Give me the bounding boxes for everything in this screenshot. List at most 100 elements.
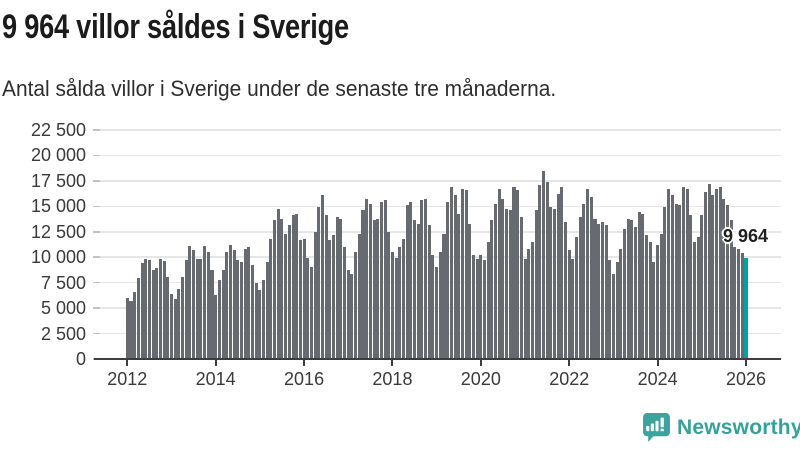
y-axis-tick — [93, 154, 100, 157]
y-axis-label: 0 — [75, 349, 86, 369]
y-axis-label: 7 500 — [40, 272, 86, 293]
bar — [184, 259, 188, 359]
bar — [387, 231, 391, 359]
bar — [254, 283, 258, 359]
bar — [195, 258, 199, 359]
bar — [715, 189, 719, 359]
bar — [564, 222, 568, 359]
bar — [177, 289, 181, 359]
bar — [232, 250, 236, 359]
bar — [490, 220, 494, 359]
bar — [552, 208, 557, 359]
bar — [622, 228, 626, 359]
bar — [685, 188, 689, 359]
bar — [516, 190, 520, 359]
bar — [169, 294, 174, 359]
bar — [645, 235, 649, 359]
bar — [479, 255, 483, 359]
bar — [681, 187, 685, 359]
bar — [667, 188, 671, 359]
gridline — [94, 256, 781, 258]
bar — [155, 267, 159, 359]
bar — [670, 195, 674, 359]
y-axis-label: 22 500 — [30, 120, 86, 140]
bar — [446, 202, 450, 359]
bar — [284, 233, 288, 359]
bar — [166, 276, 170, 359]
bar — [571, 258, 575, 359]
bar — [530, 241, 534, 359]
bar — [611, 273, 615, 359]
bar — [409, 202, 413, 359]
bar — [339, 218, 343, 359]
bar — [597, 223, 601, 359]
bar — [420, 199, 424, 359]
bar — [368, 203, 372, 359]
bar — [236, 260, 240, 359]
bar — [346, 270, 350, 359]
bar — [273, 220, 277, 359]
bar — [659, 233, 663, 359]
bar — [707, 183, 711, 359]
bar — [313, 231, 317, 359]
bar — [302, 238, 306, 359]
bar — [306, 258, 310, 359]
bar — [501, 198, 505, 359]
latest-value-annotation: 9 964 — [722, 226, 768, 246]
bar — [656, 245, 660, 359]
bar — [641, 213, 645, 359]
bar — [700, 215, 704, 359]
x-axis-tick — [391, 360, 394, 366]
bar — [181, 276, 185, 359]
bar — [512, 187, 516, 359]
gridline — [94, 205, 781, 208]
bar — [228, 245, 232, 359]
bar — [295, 213, 299, 359]
y-axis-tick — [93, 332, 100, 335]
bar — [210, 269, 214, 359]
x-axis-tick — [126, 360, 129, 366]
bar — [262, 280, 266, 359]
bar — [383, 200, 387, 359]
bar — [309, 266, 313, 359]
x-axis-tick — [479, 360, 482, 366]
bar — [740, 253, 744, 359]
y-axis-tick — [93, 281, 100, 284]
bar — [589, 197, 593, 359]
bar — [549, 207, 553, 359]
bar — [269, 238, 273, 359]
gridline — [94, 154, 781, 157]
y-axis-label: 12 500 — [30, 221, 86, 242]
bar — [648, 241, 652, 359]
y-axis-label: 17 500 — [30, 170, 86, 191]
bar — [460, 188, 464, 359]
bar — [379, 202, 383, 359]
bar — [652, 261, 656, 359]
y-axis-label: 2 500 — [40, 323, 86, 344]
bar — [265, 261, 269, 359]
bar — [578, 217, 582, 359]
bar — [173, 299, 177, 359]
bar — [243, 248, 247, 359]
bar — [604, 225, 608, 359]
x-axis-tick — [656, 360, 659, 366]
bar — [317, 207, 321, 359]
bar — [593, 218, 597, 359]
bar — [361, 210, 365, 359]
bar — [508, 210, 512, 359]
x-axis-tick — [568, 360, 571, 366]
bar — [722, 198, 726, 359]
bar — [449, 187, 453, 359]
chart-subtitle: Antal sålda villor i Sverige under de se… — [2, 76, 557, 101]
bar — [733, 246, 737, 359]
bar — [225, 251, 229, 359]
x-axis-label: 2026 — [725, 369, 766, 389]
bar — [457, 213, 461, 359]
x-axis-label: 2022 — [549, 369, 590, 389]
bar — [192, 250, 196, 359]
bar — [615, 261, 619, 359]
y-axis-label: 5 000 — [40, 298, 86, 319]
bar — [144, 258, 148, 359]
bar — [663, 207, 667, 359]
bar — [689, 215, 693, 359]
